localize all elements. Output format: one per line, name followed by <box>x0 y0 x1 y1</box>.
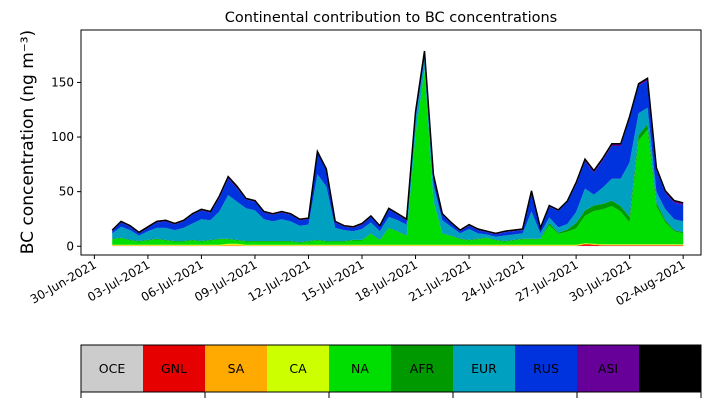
legend-label-aus: AUS <box>657 361 683 376</box>
y-tick-label: 50 <box>59 185 74 199</box>
series-area-gnl <box>112 244 684 246</box>
legend-swatch-rus <box>515 345 578 392</box>
legend-label-oce: OCE <box>99 361 126 376</box>
legend-label-eur: EUR <box>471 361 497 376</box>
x-axis: 30-Jun-202103-Jul-202106-Jul-202109-Jul-… <box>28 255 688 308</box>
total-line <box>111 50 684 235</box>
legend-swatch-ca <box>267 345 330 392</box>
legend-label-sa: SA <box>228 361 245 376</box>
legend-swatch-afr <box>391 345 454 392</box>
legend-label-rus: RUS <box>533 361 559 376</box>
series-area-na <box>112 70 684 245</box>
legend-label-afr: AFR <box>410 361 435 376</box>
chart-title: Continental contribution to BC concentra… <box>225 10 557 26</box>
legend-swatch-oce <box>81 345 144 392</box>
y-tick-label: 150 <box>51 75 74 89</box>
legend-swatch-na <box>329 345 392 392</box>
legend-swatch-eur <box>453 345 516 392</box>
legend-swatch-asi <box>577 345 640 392</box>
plot-frame <box>80 29 702 256</box>
legend-swatch-gnl <box>143 345 206 392</box>
legend-label-asi: ASI <box>598 361 618 376</box>
legend-swatch-sa <box>205 345 268 392</box>
legend-label-gnl: GNL <box>161 361 187 376</box>
legend-frame <box>80 344 702 393</box>
series-area-ca <box>112 243 684 246</box>
y-axis: 0 50 100 150 <box>51 75 81 253</box>
plot-area <box>80 29 702 256</box>
y-axis-label: BC concentration (ng m⁻³) <box>18 30 38 254</box>
series-area-sa <box>112 243 684 246</box>
y-tick-label: 0 <box>66 239 74 253</box>
y-tick-label: 100 <box>51 130 74 144</box>
legend-label-ca: CA <box>289 361 307 376</box>
legend-label-na: NA <box>351 361 369 376</box>
legend: OCE GNL SA CA NA AFR EUR RUS ASI AUS <box>80 344 702 398</box>
legend-swatch-aus <box>639 345 702 392</box>
